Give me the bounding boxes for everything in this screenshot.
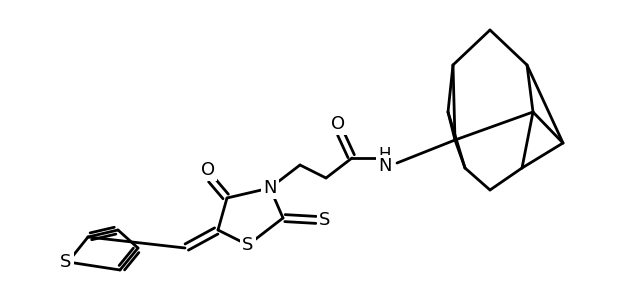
- Text: S: S: [319, 211, 331, 229]
- Text: S: S: [60, 253, 72, 271]
- Text: N: N: [263, 179, 276, 197]
- Text: O: O: [331, 115, 345, 133]
- Text: S: S: [243, 236, 253, 254]
- Text: N: N: [378, 157, 392, 175]
- Text: O: O: [201, 161, 215, 179]
- Text: H: H: [379, 146, 391, 164]
